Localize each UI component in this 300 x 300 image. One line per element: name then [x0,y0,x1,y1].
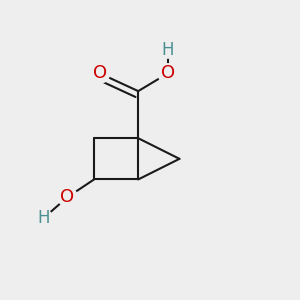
Circle shape [90,64,110,83]
Text: O: O [61,188,75,206]
Circle shape [58,188,77,207]
Text: H: H [38,209,50,227]
Text: O: O [93,64,107,82]
Circle shape [159,42,176,58]
Text: H: H [161,41,174,59]
Circle shape [158,64,177,83]
Circle shape [36,209,52,226]
Text: O: O [160,64,175,82]
